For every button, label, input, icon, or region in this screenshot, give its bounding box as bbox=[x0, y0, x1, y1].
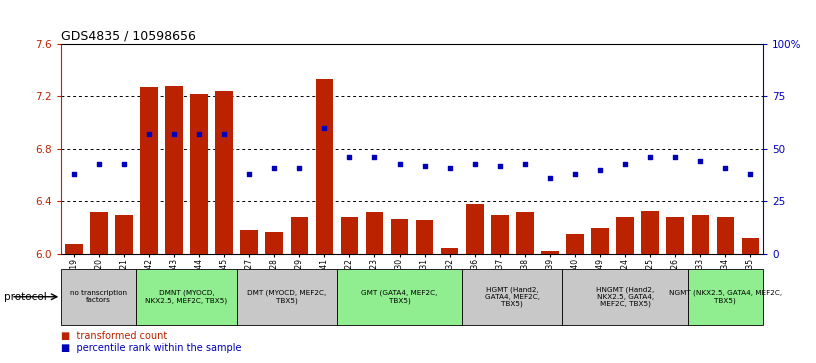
Point bbox=[694, 159, 707, 164]
Text: DMNT (MYOCD,
NKX2.5, MEF2C, TBX5): DMNT (MYOCD, NKX2.5, MEF2C, TBX5) bbox=[145, 290, 228, 304]
Bar bbox=[516, 212, 534, 254]
Text: no transcription
factors: no transcription factors bbox=[70, 290, 127, 303]
Point bbox=[619, 161, 632, 167]
Bar bbox=[65, 244, 82, 254]
Point bbox=[418, 163, 431, 168]
Bar bbox=[136, 269, 237, 325]
Bar bbox=[462, 269, 562, 325]
Bar bbox=[337, 269, 462, 325]
Bar bbox=[237, 269, 337, 325]
Point bbox=[92, 161, 105, 167]
Point bbox=[118, 161, 131, 167]
Bar bbox=[165, 86, 183, 254]
Point bbox=[719, 165, 732, 171]
Point bbox=[644, 154, 657, 160]
Bar bbox=[190, 94, 208, 254]
Bar bbox=[688, 269, 763, 325]
Point bbox=[368, 154, 381, 160]
Text: HGMT (Hand2,
GATA4, MEF2C,
TBX5): HGMT (Hand2, GATA4, MEF2C, TBX5) bbox=[485, 286, 540, 307]
Text: GMT (GATA4, MEF2C,
TBX5): GMT (GATA4, MEF2C, TBX5) bbox=[361, 290, 437, 304]
Bar bbox=[215, 91, 233, 254]
Bar bbox=[691, 215, 709, 254]
Point bbox=[242, 171, 255, 177]
Bar bbox=[416, 220, 433, 254]
Point bbox=[569, 171, 582, 177]
Point bbox=[193, 131, 206, 137]
Bar bbox=[115, 215, 133, 254]
Text: protocol: protocol bbox=[4, 292, 47, 302]
Point bbox=[293, 165, 306, 171]
Text: DMT (MYOCD, MEF2C,
TBX5): DMT (MYOCD, MEF2C, TBX5) bbox=[247, 290, 326, 304]
Bar bbox=[716, 217, 734, 254]
Bar bbox=[441, 248, 459, 254]
Bar bbox=[140, 87, 157, 254]
Point bbox=[443, 165, 456, 171]
Point bbox=[317, 125, 330, 131]
Bar bbox=[290, 217, 308, 254]
Point bbox=[142, 131, 155, 137]
Point bbox=[518, 161, 531, 167]
Point bbox=[67, 171, 80, 177]
Point bbox=[268, 165, 281, 171]
Text: ■  transformed count: ■ transformed count bbox=[61, 331, 167, 341]
Bar bbox=[667, 217, 684, 254]
Bar bbox=[491, 215, 508, 254]
Bar bbox=[466, 204, 484, 254]
Point bbox=[744, 171, 757, 177]
Point bbox=[218, 131, 231, 137]
Bar bbox=[566, 234, 583, 254]
Point bbox=[343, 154, 356, 160]
Bar bbox=[592, 228, 609, 254]
Text: NGMT (NKX2.5, GATA4, MEF2C,
TBX5): NGMT (NKX2.5, GATA4, MEF2C, TBX5) bbox=[669, 290, 782, 304]
Bar bbox=[316, 79, 333, 254]
Point bbox=[468, 161, 481, 167]
Bar bbox=[366, 212, 384, 254]
Point bbox=[167, 131, 180, 137]
Bar bbox=[241, 231, 258, 254]
Bar bbox=[340, 217, 358, 254]
Bar bbox=[742, 238, 759, 254]
Bar bbox=[616, 217, 634, 254]
Bar bbox=[265, 232, 283, 254]
Point bbox=[393, 161, 406, 167]
Point bbox=[668, 154, 681, 160]
Point bbox=[593, 167, 606, 173]
Bar bbox=[541, 252, 559, 254]
Text: ■  percentile rank within the sample: ■ percentile rank within the sample bbox=[61, 343, 242, 353]
Bar bbox=[562, 269, 688, 325]
Bar bbox=[391, 219, 408, 254]
Point bbox=[543, 175, 557, 181]
Bar bbox=[61, 269, 136, 325]
Point bbox=[493, 163, 506, 168]
Text: GDS4835 / 10598656: GDS4835 / 10598656 bbox=[61, 29, 196, 42]
Bar bbox=[90, 212, 108, 254]
Bar bbox=[641, 211, 659, 254]
Text: HNGMT (Hand2,
NKX2.5, GATA4,
MEF2C, TBX5): HNGMT (Hand2, NKX2.5, GATA4, MEF2C, TBX5… bbox=[596, 286, 654, 307]
